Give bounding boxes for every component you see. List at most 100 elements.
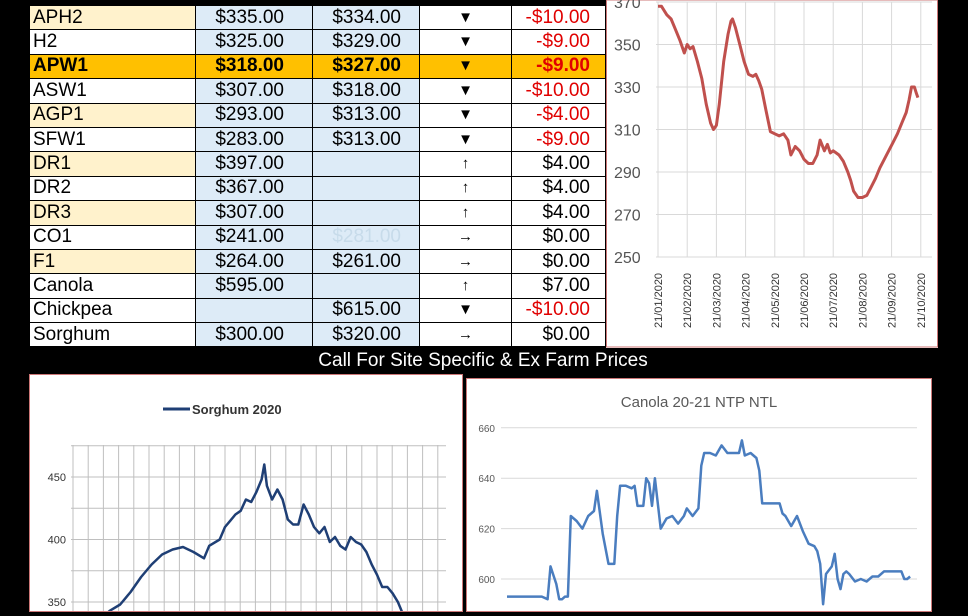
direction-icon: ▼ bbox=[419, 4, 512, 31]
direction-icon: ▼ bbox=[419, 126, 512, 153]
y-tick-label: 250 bbox=[614, 250, 641, 267]
change-cell: $0.00 bbox=[511, 322, 606, 348]
y-tick-label: 620 bbox=[478, 525, 495, 536]
direction-icon: ↑ bbox=[419, 273, 512, 299]
price-table-body: APH2 $335.00 $334.00 ▼ -$10.00 H2 $325.00 $329.… bbox=[29, 4, 606, 348]
change-cell: $0.00 bbox=[511, 224, 606, 250]
commodity-name-cell: SFW1 bbox=[29, 126, 196, 153]
chart-title: Canola 20-21 NTP NTL bbox=[621, 394, 777, 411]
direction-icon: → bbox=[419, 248, 512, 275]
commodity-name-cell: F1 bbox=[29, 248, 196, 275]
y-tick-label: 270 bbox=[614, 208, 641, 225]
change-cell: $7.00 bbox=[511, 273, 606, 299]
change-cell: $4.00 bbox=[511, 200, 606, 226]
price-prev-cell bbox=[312, 200, 420, 226]
price-prev-cell: $313.00 bbox=[312, 126, 420, 153]
price-cell: $300.00 bbox=[195, 322, 313, 348]
x-tick-label: 21/02/2020 bbox=[682, 273, 694, 328]
x-tick-label: 21/10/2020 bbox=[916, 273, 928, 328]
y-tick-label: 310 bbox=[614, 123, 641, 140]
change-cell: -$4.00 bbox=[511, 102, 606, 128]
sorghum-chart-svg: 350 400 450 Sorghum 2020 bbox=[48, 402, 446, 616]
direction-icon: → bbox=[419, 224, 512, 250]
x-tick-label: 21/07/2020 bbox=[828, 273, 840, 328]
canola-chart: Canola 20-21 NTP NTL 600 620 640 660 bbox=[466, 378, 932, 612]
y-tick-label: 660 bbox=[478, 424, 495, 435]
price-cell: $283.00 bbox=[195, 126, 313, 153]
price-cell: $325.00 bbox=[195, 29, 313, 55]
commodity-name-cell: ASW1 bbox=[29, 78, 196, 104]
price-cell: $335.00 bbox=[195, 4, 313, 31]
sorghum-chart: 350 400 450 Sorghum 2020 bbox=[29, 374, 463, 616]
change-cell: -$10.00 bbox=[511, 78, 606, 104]
x-tick-label: 21/08/2020 bbox=[857, 273, 869, 328]
price-cell: $241.00 bbox=[195, 224, 313, 250]
change-cell: $4.00 bbox=[511, 175, 606, 202]
change-cell: -$9.00 bbox=[511, 126, 606, 153]
direction-icon: ▼ bbox=[419, 29, 512, 55]
price-history-svg: 250 270 290 310 330 350 370 21/01/2020 21/02/202… bbox=[606, 0, 938, 348]
canola-line bbox=[507, 439, 911, 606]
price-prev-cell: $327.00 bbox=[312, 53, 420, 80]
price-cell: $397.00 bbox=[195, 151, 313, 177]
price-history-line bbox=[658, 4, 920, 199]
commodity-name-cell: Chickpea bbox=[29, 297, 196, 324]
price-prev-cell bbox=[312, 273, 420, 299]
sorghum-line bbox=[102, 463, 405, 616]
y-tick-label: 600 bbox=[478, 575, 495, 586]
x-tick-label: 21/09/2020 bbox=[887, 273, 899, 328]
commodity-name-cell: Canola bbox=[29, 273, 196, 299]
table-row: Chickpea $615.00 ▼ -$10.00 bbox=[29, 297, 606, 324]
change-cell: $0.00 bbox=[511, 248, 606, 275]
commodity-name-cell: DR1 bbox=[29, 151, 196, 177]
price-prev-cell bbox=[312, 175, 420, 202]
table-row: CO1 $241.00 $281.00 → $0.00 bbox=[29, 224, 606, 250]
commodity-name-cell: Sorghum bbox=[29, 322, 196, 348]
price-prev-cell: $615.00 bbox=[312, 297, 420, 324]
chart-border bbox=[606, 0, 938, 348]
canola-chart-svg: Canola 20-21 NTP NTL 600 620 640 660 bbox=[478, 394, 917, 606]
commodity-name-cell: AGP1 bbox=[29, 102, 196, 128]
commodity-name-cell: APW1 bbox=[29, 53, 196, 80]
price-cell: $293.00 bbox=[195, 102, 313, 128]
change-cell: -$9.00 bbox=[511, 53, 606, 80]
price-cell: $264.00 bbox=[195, 248, 313, 275]
price-history-chart: 250 270 290 310 330 350 370 21/01/2020 21/02/202… bbox=[606, 0, 938, 348]
price-cell: $307.00 bbox=[195, 200, 313, 226]
x-tick-label: 21/06/2020 bbox=[799, 273, 811, 328]
price-cell: $595.00 bbox=[195, 273, 313, 299]
table-row: Canola $595.00 ↑ $7.00 bbox=[29, 273, 606, 299]
x-tick-label: 21/01/2020 bbox=[653, 273, 665, 328]
direction-icon: ▼ bbox=[419, 102, 512, 128]
table-row: DR1 $397.00 ↑ $4.00 bbox=[29, 151, 606, 177]
table-row: DR2 $367.00 ↑ $4.00 bbox=[29, 175, 606, 202]
price-prev-cell: $261.00 bbox=[312, 248, 420, 275]
table-row: F1 $264.00 $261.00 → $0.00 bbox=[29, 248, 606, 275]
table-row: SFW1 $283.00 $313.00 ▼ -$9.00 bbox=[29, 126, 606, 153]
direction-icon: ▼ bbox=[419, 53, 512, 80]
y-tick-label: 330 bbox=[614, 80, 641, 97]
y-tick-label: 350 bbox=[48, 597, 66, 609]
x-tick-label: 21/04/2020 bbox=[741, 273, 753, 328]
direction-icon: ↑ bbox=[419, 151, 512, 177]
direction-icon: ↑ bbox=[419, 175, 512, 202]
y-tick-label: 290 bbox=[614, 165, 641, 182]
commodity-name-cell: CO1 bbox=[29, 224, 196, 250]
price-cell bbox=[195, 297, 313, 324]
direction-icon: ▼ bbox=[419, 297, 512, 324]
commodity-name-cell: APH2 bbox=[29, 4, 196, 31]
commodity-name-cell: H2 bbox=[29, 29, 196, 55]
table-row: APW1 $318.00 $327.00 ▼ -$9.00 bbox=[29, 53, 606, 80]
y-tick-label: 350 bbox=[614, 38, 641, 55]
table-row: AGP1 $293.00 $313.00 ▼ -$4.00 bbox=[29, 102, 606, 128]
price-prev-cell: $329.00 bbox=[312, 29, 420, 55]
price-prev-cell: $281.00 bbox=[312, 224, 420, 250]
price-prev-cell: $313.00 bbox=[312, 102, 420, 128]
table-row: ASW1 $307.00 $318.00 ▼ -$10.00 bbox=[29, 78, 606, 104]
price-cell: $367.00 bbox=[195, 175, 313, 202]
price-table: APH2 $335.00 $334.00 ▼ -$10.00 H2 $325.00 $329.… bbox=[29, 4, 606, 348]
price-prev-cell: $318.00 bbox=[312, 78, 420, 104]
price-prev-cell: $334.00 bbox=[312, 4, 420, 31]
direction-icon: ↑ bbox=[419, 200, 512, 226]
change-cell: -$10.00 bbox=[511, 4, 606, 31]
